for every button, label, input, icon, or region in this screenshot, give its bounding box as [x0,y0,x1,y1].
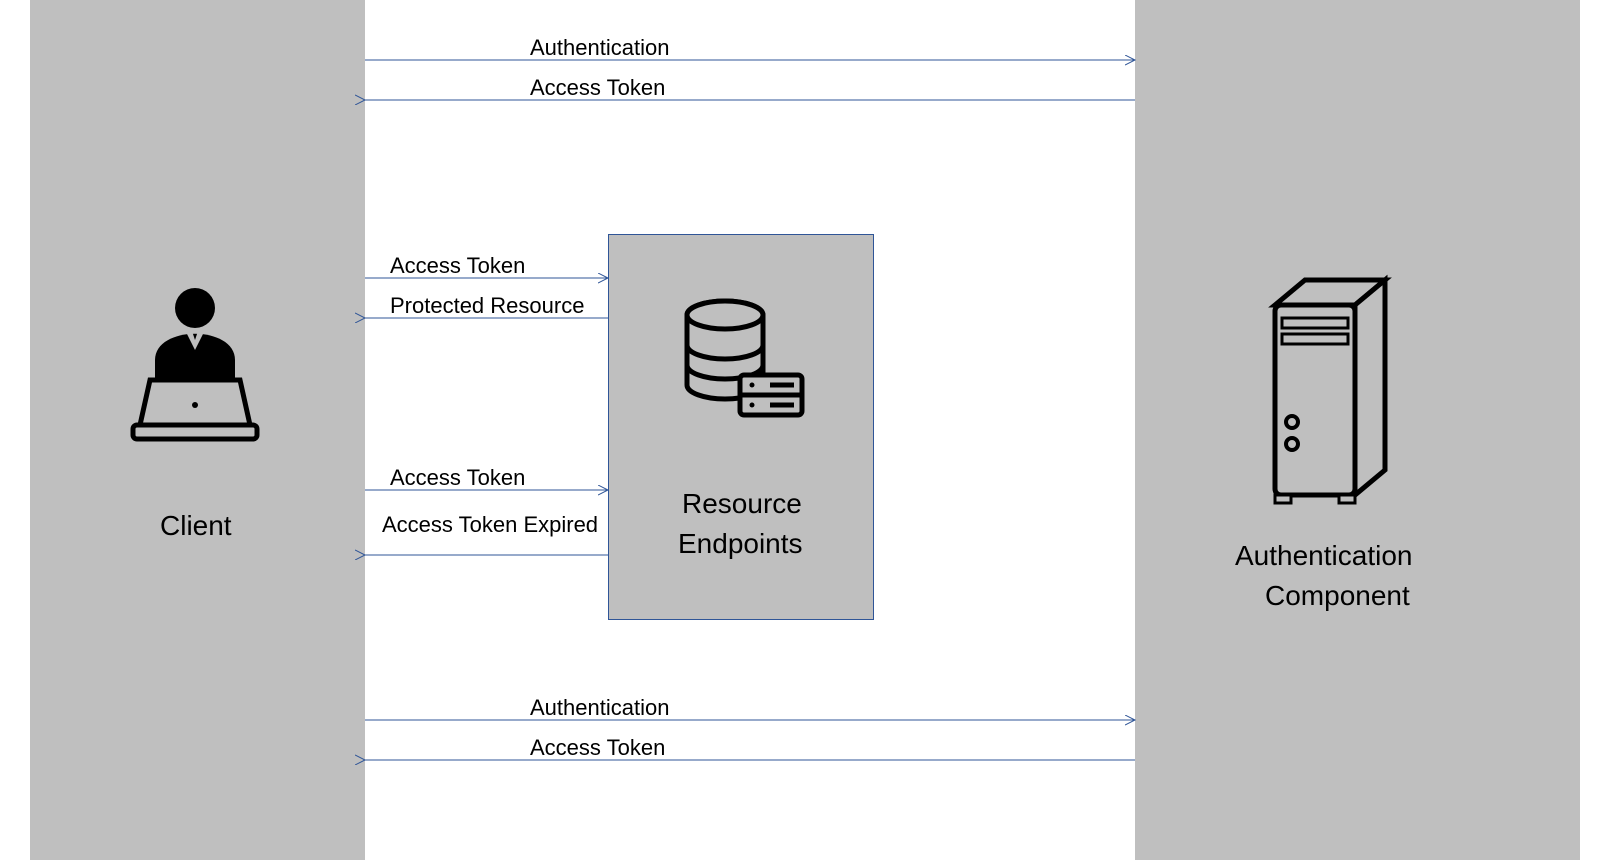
arrow-label-a5: Access Token [390,465,525,491]
arrow-label-a7: Authentication [530,695,669,721]
auth-title-line2: Component [1265,580,1410,612]
resource-title-line1: Resource [682,488,802,520]
client-panel [30,0,365,860]
arrow-label-a8: Access Token [530,735,665,761]
client-title: Client [160,510,232,542]
resource-title-line2: Endpoints [678,528,803,560]
resource-box [608,234,874,620]
arrow-label-a6: Access Token Expired [382,512,598,538]
auth-title-line1: Authentication [1235,540,1412,572]
arrow-label-a2: Access Token [530,75,665,101]
arrow-label-a1: Authentication [530,35,669,61]
arrow-label-a3: Access Token [390,253,525,279]
arrow-label-a4: Protected Resource [390,293,584,319]
auth-panel [1135,0,1580,860]
